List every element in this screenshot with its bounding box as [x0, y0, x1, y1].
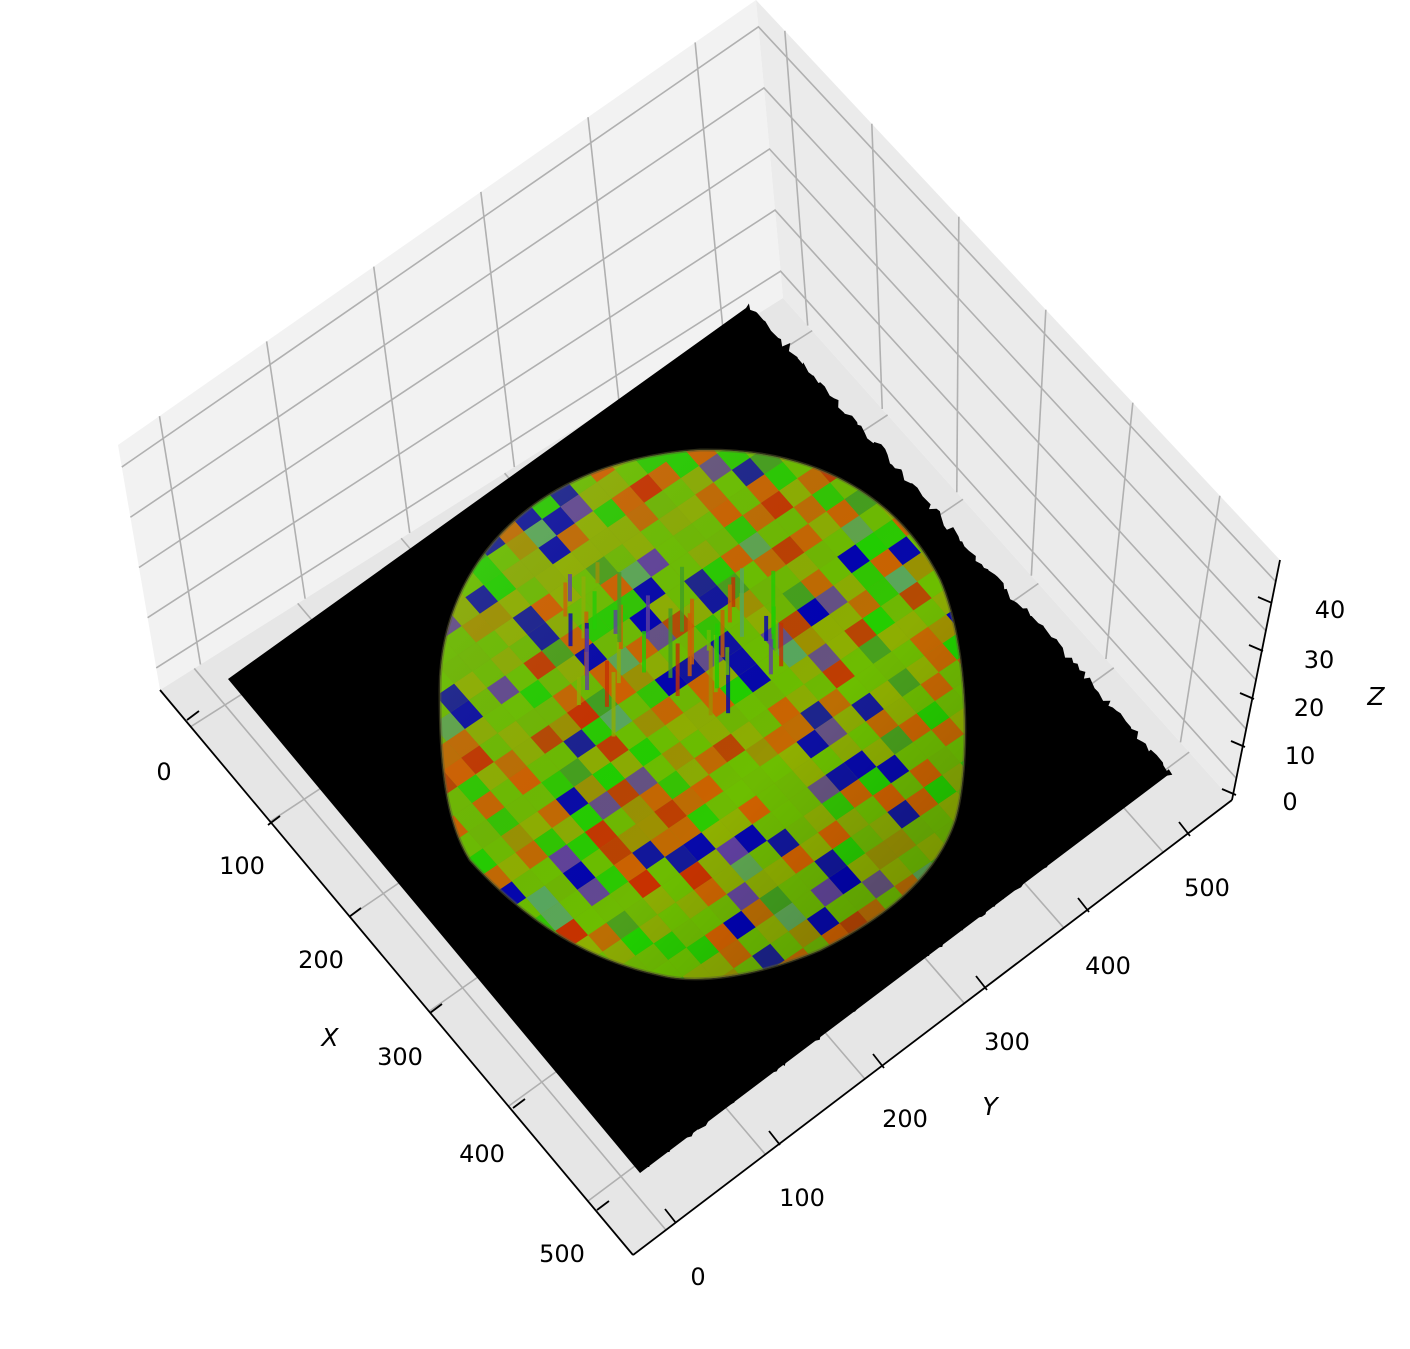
z-tick [1239, 692, 1255, 700]
z-tick [1221, 788, 1237, 796]
z-tick [1257, 596, 1273, 604]
z-tick-label: 20 [1294, 694, 1325, 722]
grid-line [129, 86, 1267, 632]
tick-labels: 0 100 200 300 400 500 0 100 200 300 400 500 0 10 20 30 4… [156, 596, 1345, 1291]
y-tick [1178, 821, 1191, 837]
y-tick [872, 1053, 885, 1069]
x-tick-label: 500 [539, 1240, 585, 1268]
z-tick-label: 0 [1282, 788, 1297, 816]
y-tick [1077, 897, 1090, 913]
x-axis-line [159, 689, 634, 1256]
grid-line [193, 667, 667, 1231]
z-axis-title: Z [1366, 682, 1385, 711]
x-tick [596, 1200, 610, 1211]
y-tick [768, 1130, 781, 1146]
back-pane-left [118, 0, 783, 690]
z-tick-label: 40 [1315, 596, 1346, 624]
x-tick-label: 0 [156, 758, 171, 786]
z-tick [1230, 740, 1246, 748]
y-tick-label: 500 [1184, 874, 1230, 902]
y-tick-label: 300 [984, 1028, 1030, 1056]
grid-line [138, 147, 1257, 681]
x-tick [429, 1003, 443, 1014]
y-axis-line [632, 799, 1233, 1256]
y-axis-title: Y [982, 1092, 999, 1121]
y-tick-label: 100 [779, 1184, 825, 1212]
axis-ticks [186, 596, 1273, 1224]
grid-line [121, 25, 1277, 583]
z-tick-label: 30 [1304, 646, 1335, 674]
x-tick [512, 1098, 526, 1109]
x-tick-label: 200 [298, 946, 344, 974]
y-tick-label: 400 [1085, 952, 1131, 980]
z-axis-line [1231, 559, 1281, 801]
y-tick [664, 1208, 677, 1224]
y-tick-label: 200 [882, 1105, 928, 1133]
grid-line [147, 209, 1247, 730]
dome-surface [440, 449, 965, 979]
z-tick [1248, 644, 1264, 652]
x-tick [348, 907, 362, 918]
y-tick-label: 0 [690, 1263, 705, 1291]
dome-outline [438, 448, 967, 981]
x-tick-label: 300 [377, 1043, 423, 1071]
y-tick [975, 975, 988, 991]
axis-lines [159, 559, 1281, 1256]
x-tick-label: 100 [219, 852, 265, 880]
x-tick-label: 400 [459, 1140, 505, 1168]
z-tick-label: 10 [1285, 742, 1316, 770]
x-tick [267, 815, 281, 826]
grid-line [155, 270, 1237, 779]
x-tick [186, 710, 200, 721]
back-pane-right [756, 0, 1280, 800]
x-axis-title: X [319, 1023, 339, 1052]
